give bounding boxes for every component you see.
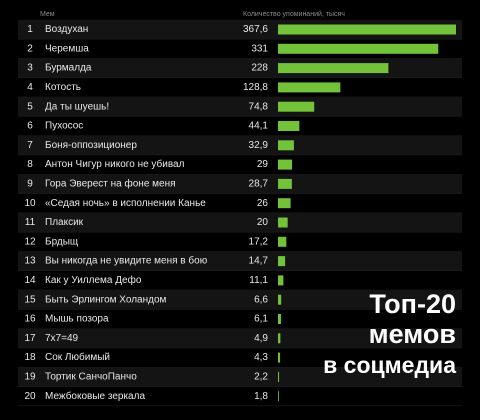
- rank: 2: [27, 43, 33, 54]
- category-label: Как у Уиллема Дефо: [45, 274, 142, 286]
- bar: [278, 236, 287, 247]
- bar: [278, 159, 293, 170]
- bar: [278, 198, 291, 209]
- rank: 4: [27, 82, 33, 93]
- rank: 17: [24, 333, 36, 344]
- category-label: Быть Эрлингом Холандом: [45, 294, 167, 305]
- category-label: Черемша: [45, 43, 89, 54]
- category-label: Боня-оппозиционер: [45, 140, 137, 151]
- value-label: 29: [257, 159, 269, 170]
- value-label: 2,2: [254, 372, 268, 383]
- category-label: Антон Чигур никого не убивал: [45, 158, 185, 170]
- bar: [278, 391, 279, 402]
- rank: 10: [24, 198, 36, 209]
- rank: 9: [27, 179, 33, 190]
- row-stripe: [18, 97, 462, 117]
- value-label: 20: [257, 217, 269, 228]
- row-stripe: [18, 251, 462, 271]
- category-label: Мышь позора: [45, 314, 109, 325]
- rank: 6: [27, 121, 33, 132]
- row-stripe: [18, 174, 462, 194]
- value-label: 44,1: [249, 121, 269, 132]
- value-label: 331: [251, 43, 268, 54]
- title-line: мемов: [369, 319, 456, 349]
- rank: 5: [27, 101, 33, 112]
- row-stripe: [18, 212, 462, 233]
- rank: 13: [24, 256, 36, 267]
- bar: [278, 140, 294, 151]
- value-label: 4,3: [254, 352, 268, 363]
- category-label: Бурмалда: [45, 63, 92, 74]
- bar: [278, 275, 284, 286]
- category-label: Котость: [45, 82, 81, 93]
- category-label: Плаксик: [45, 217, 84, 228]
- category-label: Вы никогда не увидите меня в бою: [45, 255, 208, 267]
- category-label: «Седая ночь» в исполнении Канье: [45, 198, 206, 209]
- bar: [278, 371, 280, 382]
- rank: 20: [24, 391, 36, 402]
- bar: [278, 121, 300, 131]
- rank: 15: [24, 294, 36, 305]
- rank: 3: [27, 63, 33, 74]
- category-label: 7x7=49: [45, 333, 79, 344]
- category-label: Межбоковые зеркала: [45, 390, 145, 402]
- category-label: Гора Эверест на фоне меня: [45, 178, 176, 190]
- rank: 18: [24, 352, 36, 363]
- value-label: 14,7: [249, 256, 269, 267]
- category-label: Да ты шуешь!: [45, 101, 109, 112]
- header-name: Мем: [40, 11, 55, 18]
- value-label: 228: [251, 63, 268, 74]
- title-line: Топ-20: [369, 289, 456, 319]
- value-label: 32,9: [249, 140, 269, 151]
- row-stripe: [18, 290, 462, 310]
- bar: [278, 294, 282, 305]
- bar: [278, 43, 439, 54]
- bar: [278, 217, 288, 228]
- category-label: Сок Любимый: [45, 351, 110, 363]
- bar: [278, 178, 292, 189]
- rank: 14: [24, 275, 36, 286]
- bar: [278, 352, 281, 363]
- header-value: Количество упоминаний, тысяч: [243, 10, 345, 18]
- row-stripe: [18, 367, 462, 387]
- rank: 19: [24, 372, 36, 383]
- rank: 8: [27, 159, 33, 170]
- row-stripe: [18, 328, 462, 348]
- category-label: Брдыщ: [45, 236, 78, 247]
- bar: [278, 63, 389, 74]
- row-stripe: [18, 135, 462, 155]
- value-label: 6,6: [254, 294, 268, 305]
- rank: 7: [27, 140, 33, 151]
- value-label: 17,2: [249, 236, 269, 247]
- value-label: 74,8: [249, 101, 269, 112]
- value-label: 11,1: [249, 275, 268, 286]
- bar: [278, 24, 456, 35]
- value-label: 6,1: [254, 314, 268, 325]
- value-label: 1,8: [254, 391, 268, 402]
- value-label: 367,6: [243, 24, 268, 35]
- category-label: Пухосос: [45, 121, 83, 132]
- bar: [278, 333, 281, 344]
- value-label: 28,7: [249, 179, 269, 190]
- rank: 12: [24, 236, 36, 247]
- bar: [278, 82, 341, 93]
- title-line: в соцмедиа: [323, 352, 456, 378]
- value-label: 26: [257, 198, 269, 209]
- rank: 16: [24, 314, 36, 325]
- value-label: 128,8: [243, 82, 268, 93]
- value-label: 4,9: [254, 333, 268, 344]
- rank: 11: [25, 217, 36, 228]
- rank: 1: [27, 24, 33, 35]
- category-label: Воздухан: [45, 24, 88, 35]
- bar: [278, 256, 286, 267]
- bar: [278, 314, 281, 324]
- category-label: Тортик СанчоПанчо: [45, 372, 137, 383]
- bar: [278, 101, 315, 112]
